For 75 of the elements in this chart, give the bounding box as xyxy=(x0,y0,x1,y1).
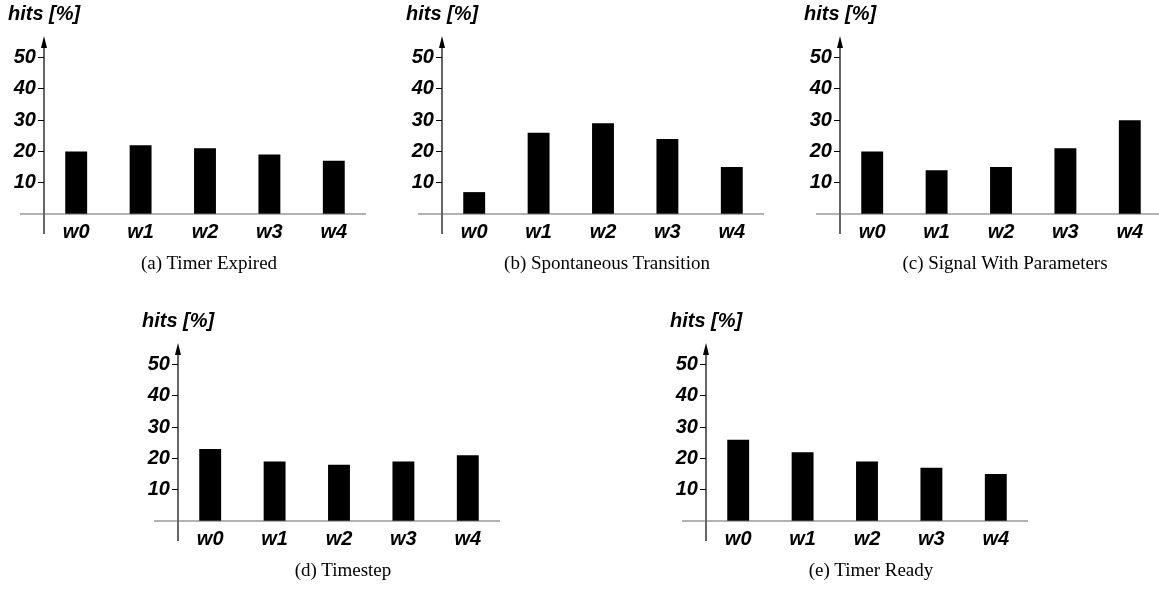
y-tick-label: 10 xyxy=(411,170,434,193)
x-tick-label: w2 xyxy=(987,219,1015,242)
x-tick-label: w3 xyxy=(1052,219,1079,242)
y-tick-label: 30 xyxy=(809,107,832,130)
x-tick-label: w4 xyxy=(1116,219,1144,242)
y-tick-label: 50 xyxy=(675,352,698,375)
x-tick-label: w2 xyxy=(191,219,219,242)
bar xyxy=(727,439,750,521)
y-tick-label: 40 xyxy=(674,383,698,406)
y-tick-label: 20 xyxy=(12,138,36,161)
bar xyxy=(527,132,550,214)
x-tick-label: w1 xyxy=(261,526,288,549)
y-axis-title: hits [%] xyxy=(8,2,81,25)
y-tick-label: 40 xyxy=(808,76,832,99)
y-tick-label: 50 xyxy=(13,45,36,68)
x-tick-label: w4 xyxy=(718,219,746,242)
y-tick-label: 10 xyxy=(675,477,698,500)
x-tick-label: w1 xyxy=(525,219,552,242)
y-tick-label: 30 xyxy=(411,107,434,130)
x-tick-label: w0 xyxy=(196,526,224,549)
text: (b) Spontaneous Transition xyxy=(503,252,711,274)
bar xyxy=(656,138,679,214)
y-tick-label: 20 xyxy=(410,138,434,161)
x-tick-label: w1 xyxy=(923,219,950,242)
x-tick-label: w3 xyxy=(918,526,945,549)
y-tick-label: 20 xyxy=(674,445,698,468)
y-tick-label: 50 xyxy=(809,45,832,68)
x-tick-label: w0 xyxy=(62,219,90,242)
x-tick-label: w1 xyxy=(789,526,816,549)
y-tick-label: 10 xyxy=(809,170,832,193)
bar xyxy=(1054,148,1077,214)
x-tick-label: w3 xyxy=(654,219,681,242)
y-tick-label: 20 xyxy=(146,445,170,468)
bar xyxy=(856,461,878,521)
x-tick-label: w2 xyxy=(589,219,617,242)
x-tick-label: w0 xyxy=(460,219,488,242)
y-axis-title: hits [%] xyxy=(142,309,215,332)
y-tick-label: 30 xyxy=(147,414,170,437)
bar xyxy=(791,452,814,521)
y-tick-label: 10 xyxy=(147,477,170,500)
text: (e) Timer Ready xyxy=(807,559,935,581)
x-tick-label: w0 xyxy=(724,526,752,549)
y-tick-label: 40 xyxy=(146,383,170,406)
bar xyxy=(925,170,948,214)
x-tick-label: w4 xyxy=(982,526,1010,549)
x-tick-label: w1 xyxy=(127,219,154,242)
bar xyxy=(592,123,614,214)
y-tick-label: 50 xyxy=(147,352,170,375)
y-tick-label: 40 xyxy=(12,76,36,99)
text: (c) Signal With Parameters xyxy=(901,252,1109,274)
text: (a) Timer Expired xyxy=(139,252,279,274)
bar xyxy=(861,151,884,214)
x-tick-label: w3 xyxy=(390,526,417,549)
x-tick-label: w2 xyxy=(325,526,353,549)
y-tick-label: 40 xyxy=(410,76,434,99)
bar xyxy=(1118,120,1141,214)
x-tick-label: w3 xyxy=(256,219,283,242)
y-tick-label: 10 xyxy=(13,170,36,193)
y-axis-title: hits [%] xyxy=(804,2,877,25)
x-tick-label: w4 xyxy=(320,219,348,242)
x-tick-label: w0 xyxy=(858,219,886,242)
x-tick-label: w4 xyxy=(454,526,482,549)
y-tick-label: 50 xyxy=(411,45,434,68)
text: (d) Timestep xyxy=(293,559,393,581)
bar xyxy=(720,167,743,214)
y-tick-label: 30 xyxy=(675,414,698,437)
bar xyxy=(463,192,486,214)
x-tick-label: w2 xyxy=(853,526,881,549)
bar xyxy=(984,474,1007,521)
bar xyxy=(990,167,1012,214)
y-axis-title: hits [%] xyxy=(670,309,743,332)
y-axis-title: hits [%] xyxy=(406,2,479,25)
bar xyxy=(920,467,943,521)
y-tick-label: 30 xyxy=(13,107,36,130)
y-tick-label: 20 xyxy=(808,138,832,161)
